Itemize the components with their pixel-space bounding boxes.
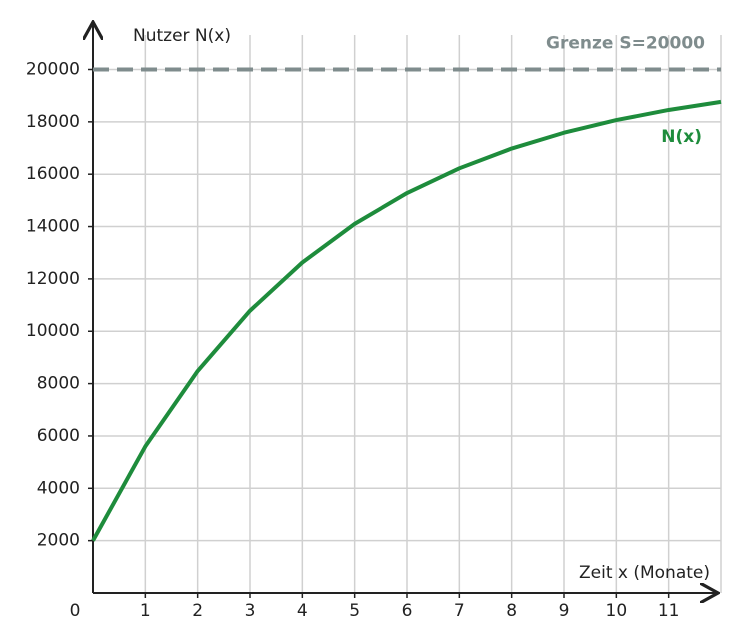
x-tick-label: 8 (506, 601, 517, 621)
y-tick-label: 4000 (37, 478, 80, 498)
y-tick-label: 2000 (37, 531, 80, 551)
x-tick-label: 0 (70, 601, 81, 621)
x-tick-label: 9 (559, 601, 570, 621)
x-tick-label: 7 (454, 601, 465, 621)
y-tick-label: 6000 (37, 426, 80, 446)
x-tick-label: 3 (245, 601, 256, 621)
y-tick-label: 20000 (26, 59, 80, 79)
y-tick-label: 8000 (37, 374, 80, 394)
x-tick-label: 11 (658, 601, 680, 621)
y-tick-label: 12000 (26, 269, 80, 289)
data-line (91, 99, 722, 542)
x-tick-label: 2 (192, 601, 203, 621)
x-tick-label: 1 (140, 601, 151, 621)
x-tick-label: 6 (402, 601, 413, 621)
y-tick-label: 18000 (26, 112, 80, 132)
x-tick-label: 5 (349, 601, 360, 621)
y-tick-label: 16000 (26, 164, 80, 184)
y-tick-label: 14000 (26, 217, 80, 237)
series-label: N(x) (661, 127, 702, 147)
x-tick-label: 10 (606, 601, 628, 621)
y-tick-label: 10000 (26, 321, 80, 341)
x-tick-label: 4 (297, 601, 308, 621)
threshold-label: Grenze S=20000 (546, 33, 705, 53)
y-axis-label: Nutzer N(x) (133, 26, 231, 46)
x-axis-label: Zeit x (Monate) (579, 563, 710, 583)
